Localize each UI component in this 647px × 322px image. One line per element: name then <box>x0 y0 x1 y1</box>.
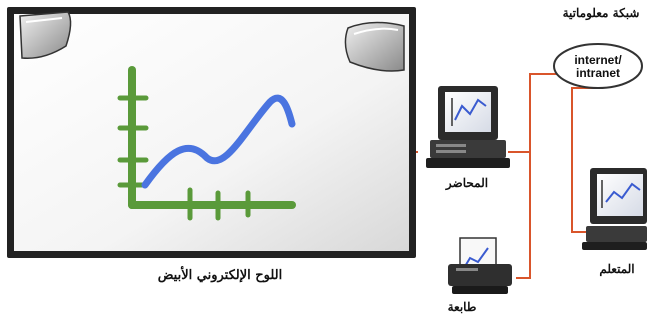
printer-label: طابعة <box>447 300 477 314</box>
network-label: شبكة معلوماتية <box>562 6 640 20</box>
cloud-label-line1: internet/ <box>574 53 622 67</box>
projector-icon <box>19 11 72 59</box>
printer-icon <box>448 237 512 294</box>
cable-presenter-network <box>508 73 560 153</box>
board-graph-line <box>141 94 296 189</box>
cloud-icon <box>553 43 643 89</box>
laptop-icon <box>582 168 647 250</box>
presenter-label: المحاضر <box>445 176 489 190</box>
electronic-whiteboard <box>7 7 416 258</box>
cloud-label-line2: intranet <box>575 66 620 80</box>
cable-to-printer <box>516 152 531 279</box>
whiteboard-label: اللوح الإلكتروني الأبيض <box>157 268 283 283</box>
projector-icon <box>344 21 405 72</box>
computer-icon <box>426 86 510 168</box>
learner-label: المتعلم <box>599 262 635 276</box>
board-graph-axes <box>117 66 296 221</box>
